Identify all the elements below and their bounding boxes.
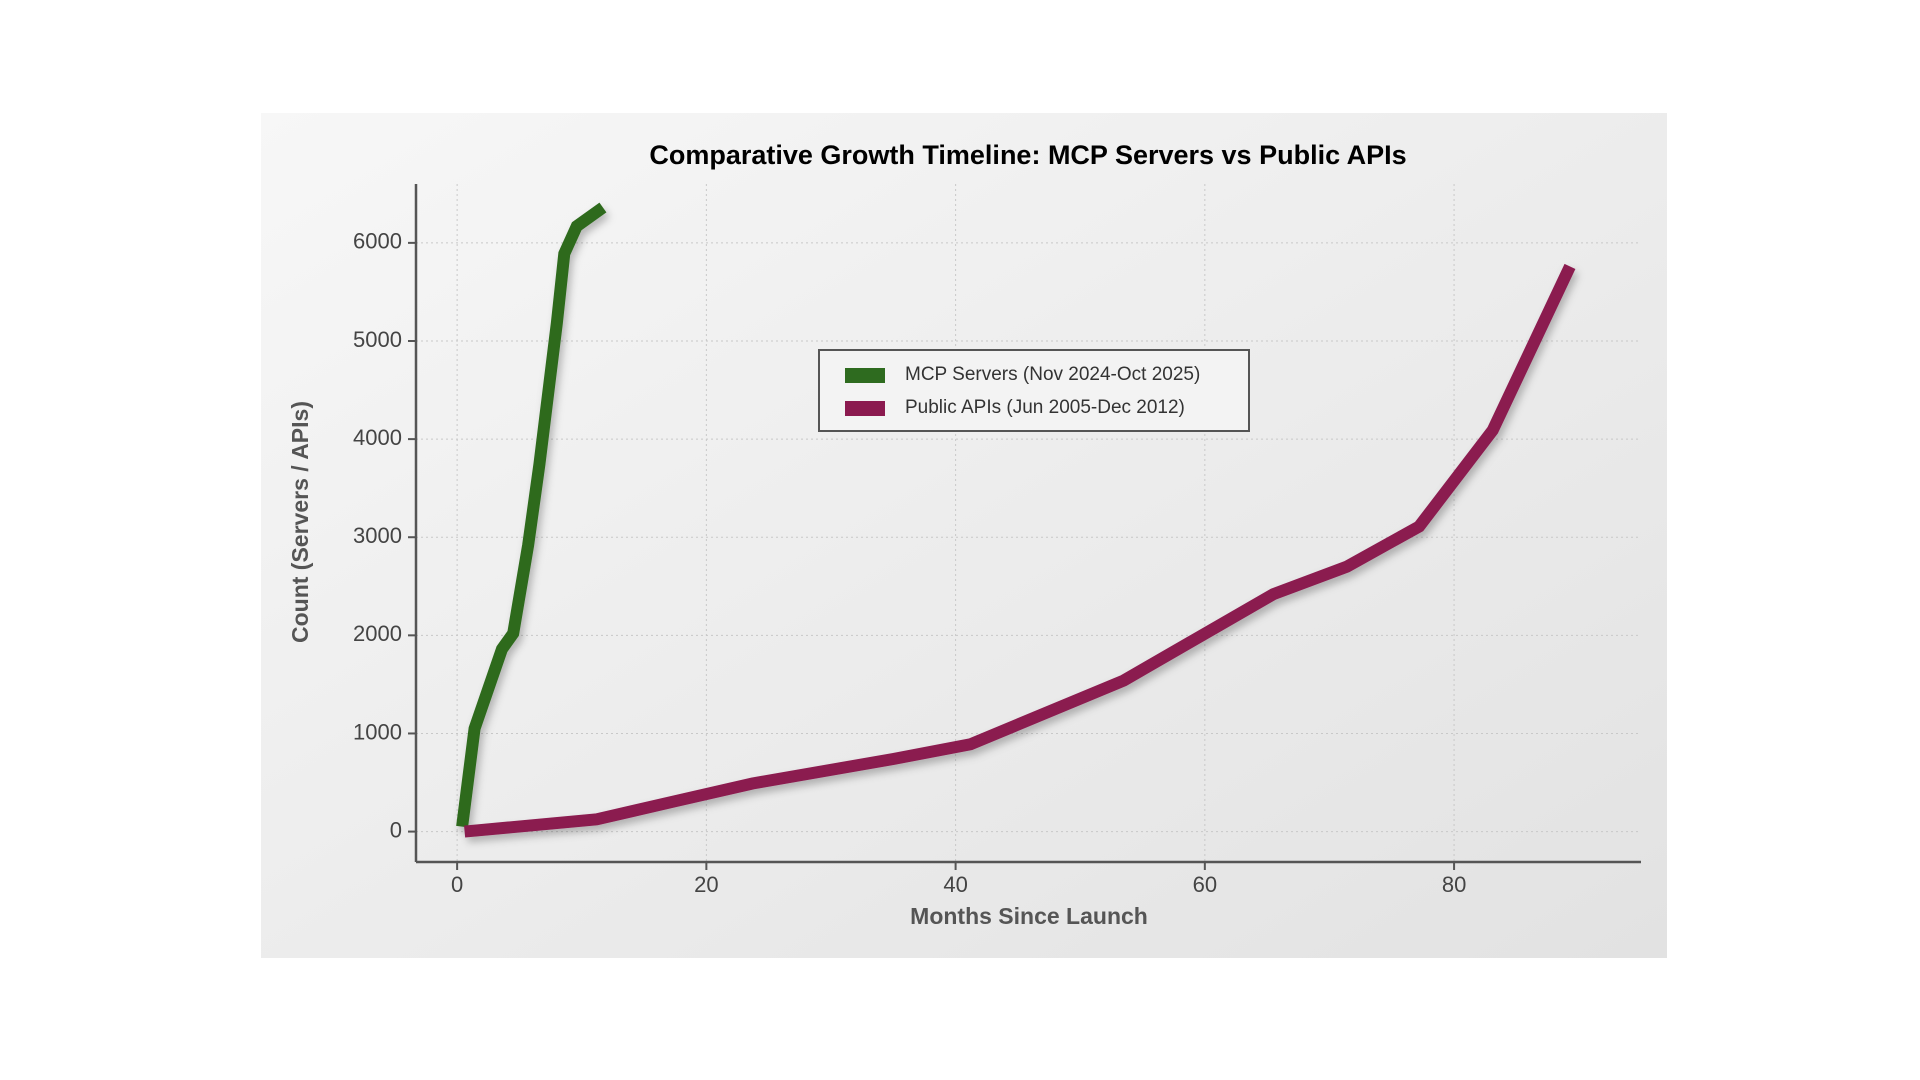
- x-axis-title: Months Since Launch: [910, 903, 1148, 929]
- legend-swatch: [845, 368, 885, 383]
- y-tick-label: 2000: [353, 621, 402, 646]
- y-tick-label: 0: [390, 817, 402, 842]
- x-tick-label: 40: [943, 872, 967, 897]
- legend-label: MCP Servers (Nov 2024-Oct 2025): [905, 364, 1200, 385]
- y-tick-label: 3000: [353, 523, 402, 548]
- y-tick-label: 5000: [353, 327, 402, 352]
- chart-title: Comparative Growth Timeline: MCP Servers…: [649, 140, 1406, 170]
- legend-swatch: [845, 401, 885, 416]
- chart-panel: [261, 113, 1667, 958]
- y-tick-label: 6000: [353, 229, 402, 254]
- legend: MCP Servers (Nov 2024-Oct 2025) Public AP…: [818, 349, 1250, 432]
- x-tick-label: 80: [1442, 872, 1466, 897]
- legend-box: [818, 349, 1250, 432]
- x-tick-label: 20: [694, 872, 718, 897]
- series-line: [456, 202, 607, 828]
- y-tick-label: 4000: [353, 425, 402, 450]
- y-tick-label: 1000: [353, 719, 402, 744]
- x-tick-label: 60: [1193, 872, 1217, 897]
- y-axis-title: Count (Servers / APIs): [287, 401, 313, 643]
- legend-label: Public APIs (Jun 2005-Dec 2012): [905, 397, 1185, 418]
- x-tick-label: 0: [451, 872, 463, 897]
- series-line: [464, 263, 1576, 838]
